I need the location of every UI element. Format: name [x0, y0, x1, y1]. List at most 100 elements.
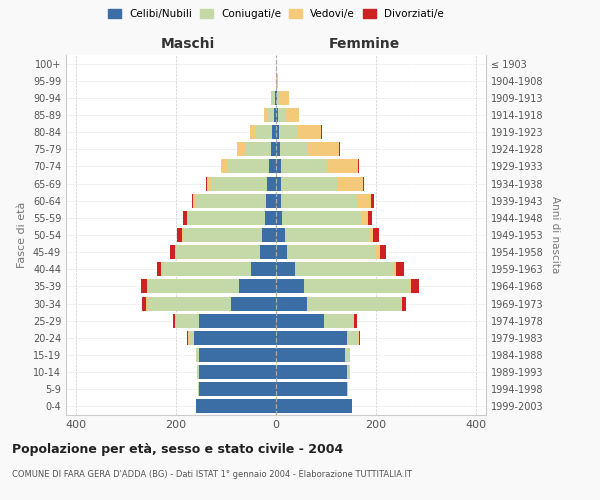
Bar [411, 280, 419, 293]
Bar [345, 348, 350, 362]
Bar [264, 108, 266, 122]
Bar [361, 211, 368, 225]
Bar [250, 125, 256, 139]
Bar [281, 194, 357, 207]
Bar [193, 194, 195, 207]
Bar [176, 245, 260, 259]
Bar [227, 160, 269, 173]
Bar [193, 331, 276, 345]
Bar [368, 211, 372, 225]
Bar [281, 160, 327, 173]
Bar [276, 211, 282, 225]
Bar [286, 108, 299, 122]
Bar [295, 262, 394, 276]
Bar [211, 176, 267, 190]
Bar [266, 108, 274, 122]
Bar [276, 245, 287, 259]
Bar [177, 228, 182, 242]
Bar [262, 228, 276, 242]
Bar [304, 280, 409, 293]
Bar [170, 245, 175, 259]
Bar [142, 296, 146, 310]
Bar [265, 211, 276, 225]
Bar [276, 142, 280, 156]
Bar [146, 280, 148, 293]
Bar [347, 365, 349, 379]
Bar [323, 314, 353, 328]
Bar [199, 382, 276, 396]
Bar [402, 296, 406, 310]
Bar [278, 125, 296, 139]
Bar [276, 262, 295, 276]
Bar [266, 194, 276, 207]
Bar [376, 245, 380, 259]
Bar [173, 314, 175, 328]
Bar [359, 331, 360, 345]
Y-axis label: Anni di nascita: Anni di nascita [550, 196, 560, 274]
Bar [280, 91, 289, 105]
Bar [276, 296, 307, 310]
Bar [176, 314, 199, 328]
Bar [276, 176, 281, 190]
Bar [276, 331, 347, 345]
Bar [175, 314, 176, 328]
Bar [183, 228, 262, 242]
Bar [339, 142, 340, 156]
Bar [276, 194, 281, 207]
Bar [146, 296, 147, 310]
Bar [239, 280, 276, 293]
Bar [380, 245, 386, 259]
Bar [308, 142, 339, 156]
Bar [157, 262, 161, 276]
Bar [192, 194, 193, 207]
Bar [182, 228, 183, 242]
Bar [358, 331, 359, 345]
Bar [276, 280, 304, 293]
Bar [147, 296, 231, 310]
Bar [187, 331, 188, 345]
Bar [272, 125, 276, 139]
Bar [161, 262, 162, 276]
Bar [276, 382, 347, 396]
Text: Maschi: Maschi [161, 36, 215, 51]
Bar [267, 176, 276, 190]
Bar [162, 262, 251, 276]
Bar [320, 125, 322, 139]
Bar [196, 400, 276, 413]
Bar [357, 194, 371, 207]
Bar [175, 245, 176, 259]
Bar [307, 296, 401, 310]
Bar [251, 262, 276, 276]
Bar [347, 382, 348, 396]
Bar [287, 245, 376, 259]
Bar [271, 142, 276, 156]
Bar [358, 160, 359, 173]
Bar [197, 365, 199, 379]
Bar [276, 228, 285, 242]
Bar [276, 91, 277, 105]
Bar [182, 211, 187, 225]
Bar [276, 400, 352, 413]
Bar [274, 108, 276, 122]
Bar [140, 280, 146, 293]
Bar [296, 125, 320, 139]
Bar [199, 365, 276, 379]
Bar [245, 142, 271, 156]
Bar [276, 108, 278, 122]
Legend: Celibi/Nubili, Coniugati/e, Vedovi/e, Divorziati/e: Celibi/Nubili, Coniugati/e, Vedovi/e, Di… [104, 5, 448, 24]
Bar [281, 176, 337, 190]
Bar [231, 296, 276, 310]
Bar [206, 176, 211, 190]
Bar [276, 348, 345, 362]
Text: Popolazione per età, sesso e stato civile - 2004: Popolazione per età, sesso e stato civil… [12, 442, 343, 456]
Bar [371, 194, 373, 207]
Bar [256, 125, 272, 139]
Bar [195, 194, 266, 207]
Bar [148, 280, 239, 293]
Bar [282, 211, 361, 225]
Bar [394, 262, 396, 276]
Text: COMUNE DI FARA GERA D'ADDA (BG) - Dati ISTAT 1° gennaio 2004 - Elaborazione TUTT: COMUNE DI FARA GERA D'ADDA (BG) - Dati I… [12, 470, 412, 479]
Bar [285, 228, 369, 242]
Bar [353, 314, 354, 328]
Bar [337, 176, 363, 190]
